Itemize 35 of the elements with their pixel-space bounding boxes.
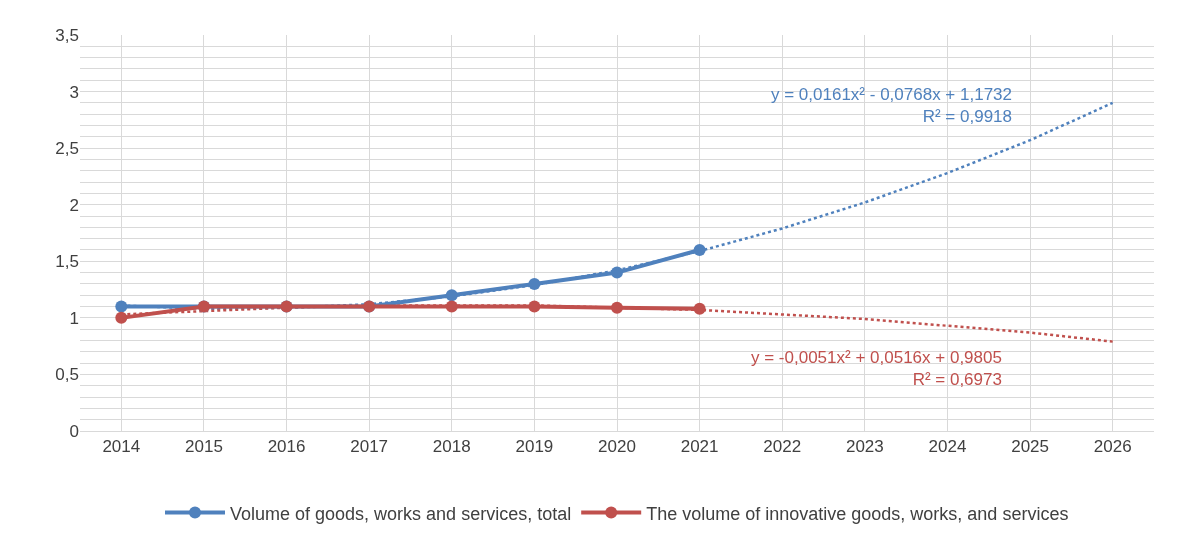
x-tick-label: 2017 [350, 437, 389, 457]
point [693, 302, 706, 315]
x-tick-label: 2021 [680, 437, 719, 457]
x-tick-label: 2019 [515, 437, 554, 457]
point [528, 277, 541, 290]
point [115, 300, 128, 313]
y-tick-label: 3 [69, 82, 79, 102]
x-tick-label: 2026 [1093, 437, 1132, 457]
annotation: y = -0,0051x² + 0,0516x + 0,9805 R² = 0,6973 [751, 348, 1002, 390]
x-tick-label: 2015 [185, 437, 223, 457]
x-tick-label: 2022 [763, 437, 802, 457]
y-tick-label: 3,5 [55, 25, 79, 45]
annotation: y = 0,0161x² - 0,0768x + 1,1732 R² = 0,9918 [771, 85, 1013, 127]
x-tick-label: 2020 [598, 437, 636, 457]
legend-label: The volume of innovative goods, works, and services [646, 503, 1069, 524]
x-tick-label: 2016 [267, 437, 306, 457]
y-tick-label: 0 [69, 421, 79, 441]
point [611, 266, 623, 279]
y-tick-label: 2,5 [55, 139, 79, 159]
x-tick-label: 2024 [928, 437, 967, 457]
legend-label: Volume of goods, works and services, total [230, 503, 572, 524]
x-tick-label: 2014 [102, 437, 141, 457]
point [528, 300, 541, 313]
point [693, 243, 706, 256]
point [445, 289, 458, 302]
point [115, 311, 128, 324]
y-tick-label: 1 [69, 308, 79, 328]
y-tick-label: 2 [69, 195, 79, 215]
point [445, 300, 458, 313]
y-tick-label: 0,5 [55, 365, 79, 385]
x-tick-label: 2025 [1011, 437, 1049, 457]
y-tick-label: 1,5 [55, 252, 79, 272]
point [611, 301, 623, 314]
x-tick-label: 2023 [845, 437, 884, 457]
x-tick-label: 2018 [432, 437, 471, 457]
